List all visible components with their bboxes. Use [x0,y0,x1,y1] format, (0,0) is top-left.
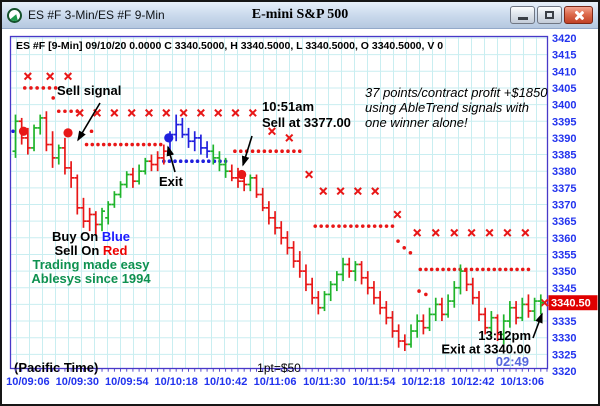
svg-text:10/13:06: 10/13:06 [501,376,544,388]
y-axis-labels: 3420 3415 3410 3405 3400 3395 3390 3385 3380 3375… [552,33,576,378]
minimize-icon [517,17,528,20]
annotation-arrows [77,102,543,339]
exit-label: Exit [159,174,184,189]
svg-text:3335: 3335 [552,316,576,328]
x-marks [23,72,549,307]
svg-text:3380: 3380 [552,166,576,178]
chart-info-line: ES #F [9-Min] 09/10/20 0.0000 C 3340.500… [16,40,443,52]
svg-text:10/09:30: 10/09:30 [56,376,99,388]
svg-text:3345: 3345 [552,283,576,295]
sell-1051-label: Sell at 3377.00 [262,115,351,130]
x-axis-ticks [15,368,548,372]
titlebar[interactable]: ES #F 3-Min/ES #F 9-Min E-mini S&P 500 [2,2,598,29]
restore-icon [545,11,554,19]
plot-border [9,35,549,370]
timezone-note: (Pacific Time) [14,360,98,375]
svg-text:3390: 3390 [552,133,576,145]
profit-note: 37 points/contract profit +$1850 [365,85,548,100]
svg-text:3355: 3355 [552,249,576,261]
signal-entry-dots [18,126,247,180]
svg-text:3415: 3415 [552,50,576,62]
tagline-2: Ablesys since 1994 [31,271,151,286]
svg-text:3330: 3330 [552,333,576,345]
svg-text:10/11:06: 10/11:06 [254,376,297,388]
svg-text:3375: 3375 [552,183,576,195]
current-price-value: 3340.50 [551,298,591,310]
chart-client-area: ES #F [9-Min] 09/10/20 0.0000 C 3340.500… [2,29,598,404]
window-controls [510,6,593,24]
price-chart[interactable]: ES #F [9-Min] 09/10/20 0.0000 C 3340.500… [2,29,598,404]
svg-text:3320: 3320 [552,366,576,378]
svg-text:3370: 3370 [552,200,576,212]
svg-text:10/11:54: 10/11:54 [353,376,397,388]
svg-text:10/10:18: 10/10:18 [154,376,197,388]
current-price-tag [548,295,598,311]
grid-lines [10,36,548,369]
close-icon [573,10,584,21]
svg-text:10/12:42: 10/12:42 [451,376,494,388]
minimize-button[interactable] [510,6,535,24]
exit-1312-label: Exit at 3340.00 [441,342,531,357]
exit-1312-label: 13:12pm [478,328,531,343]
svg-text:10/12:18: 10/12:18 [402,376,445,388]
svg-text:3365: 3365 [552,216,576,228]
svg-text:3410: 3410 [552,66,576,78]
svg-text:10/09:06: 10/09:06 [6,376,49,388]
svg-text:3385: 3385 [552,150,576,162]
x-axis-labels: 10/09:06 10/09:30 10/09:54 10/10:18 10/10:42… [6,376,544,388]
buy-on-blue: Buy On Blue [52,229,130,244]
restore-button[interactable] [537,6,562,24]
svg-text:3400: 3400 [552,100,576,112]
svg-text:3405: 3405 [552,83,576,95]
ohlc-bars [12,111,544,352]
close-button[interactable] [564,6,593,24]
svg-text:3350: 3350 [552,266,576,278]
svg-text:3360: 3360 [552,233,576,245]
svg-text:3325: 3325 [552,349,576,361]
sell-signal-arrow [77,102,101,142]
point-value-note: 1pt=$50 [257,361,301,375]
exit-arrow [166,145,176,173]
profit-note: one winner alone! [365,115,468,130]
svg-text:10/09:54: 10/09:54 [105,376,149,388]
sell-signal-label: Sell signal [57,83,121,98]
svg-text:10/10:42: 10/10:42 [204,376,247,388]
svg-text:3395: 3395 [552,116,576,128]
svg-text:10/11:30: 10/11:30 [303,376,346,388]
exit-1312-arrow [532,312,543,339]
sell-on-red: Sell On Red [55,243,128,258]
profit-note: using AbleTrend signals with [365,100,529,115]
svg-text:3420: 3420 [552,33,576,45]
bar-countdown: 02:49 [496,354,529,369]
sell-1051-label: 10:51am [262,99,314,114]
window-title: ES #F 3-Min/ES #F 9-Min [28,8,165,22]
abletrend-logo-icon [7,7,22,23]
tagline-1: Trading made easy [32,257,150,272]
sell-1051-arrow [241,135,253,167]
